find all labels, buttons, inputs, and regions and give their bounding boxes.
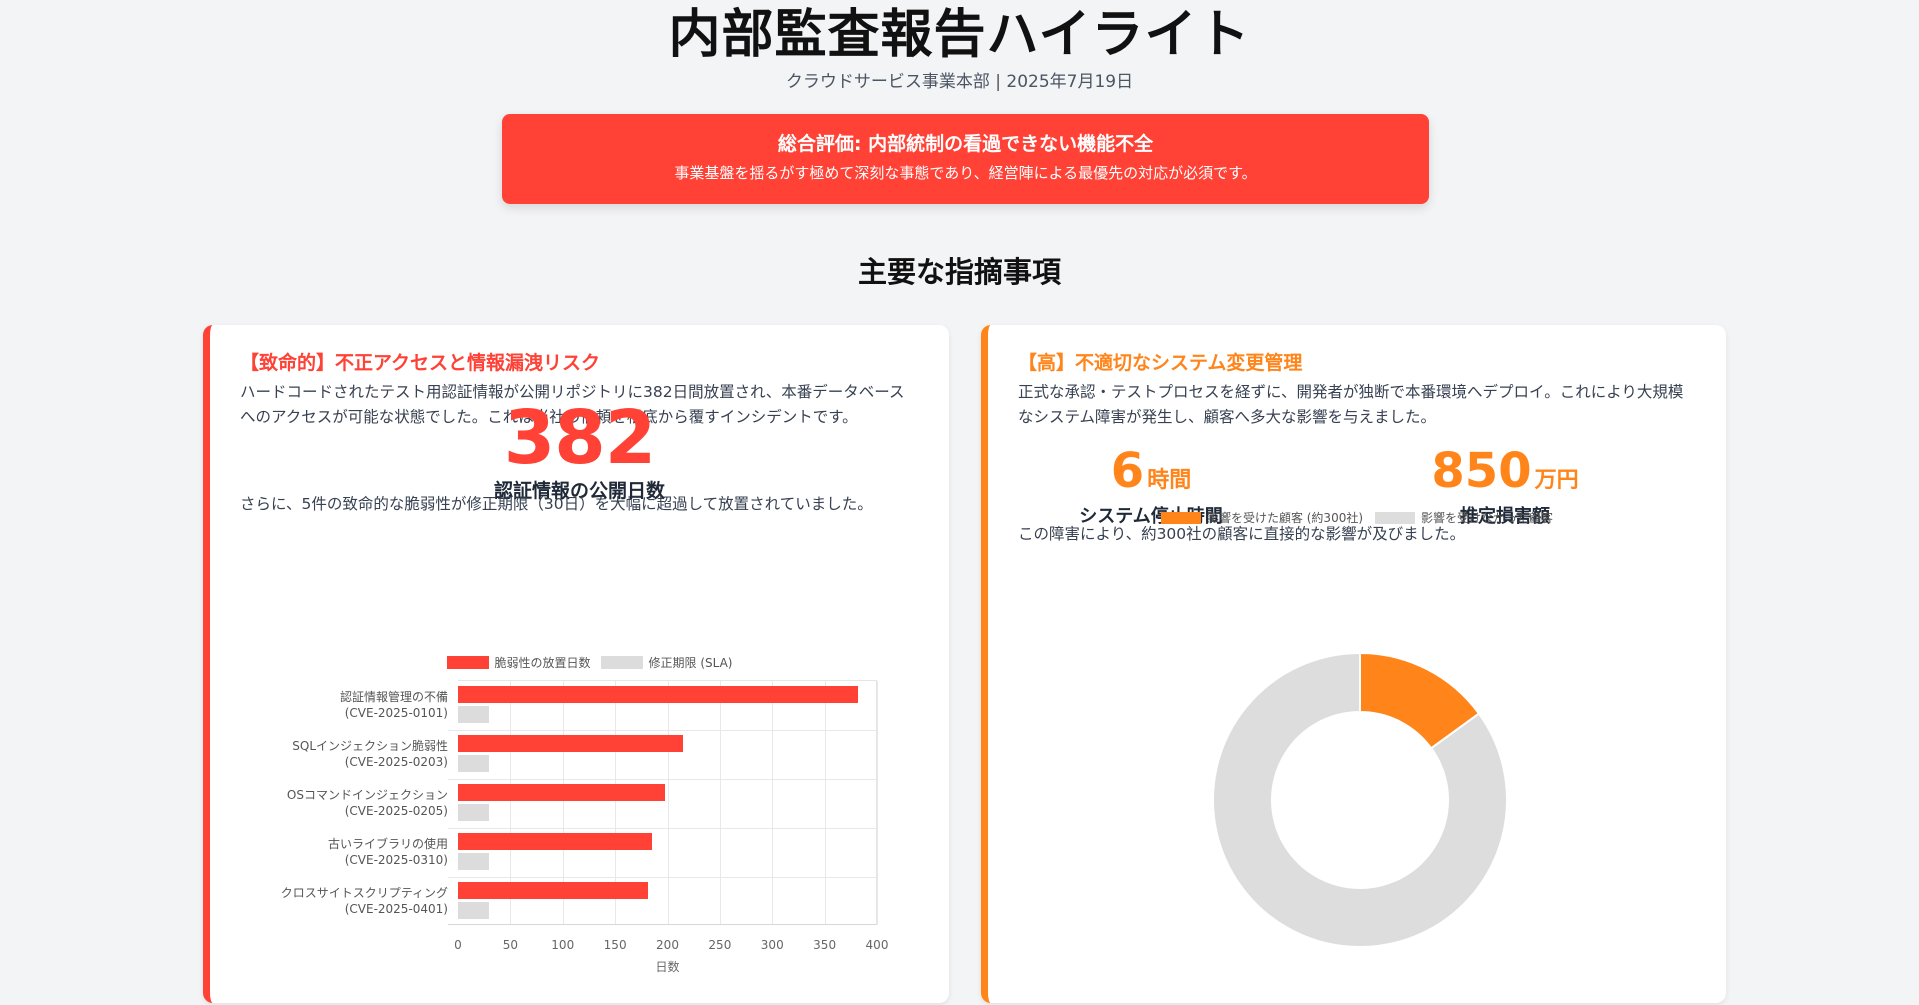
- gridline: [719, 681, 721, 925]
- legend-label: 修正期限 (SLA): [648, 656, 733, 670]
- y-category-label: 古いライブラリの使用 (CVE-2025-0310): [327, 837, 448, 867]
- section-title: 主要な指摘事項: [857, 255, 1061, 289]
- page-subtitle: クラウドサービス事業本部 | 2025年7月19日: [785, 72, 1134, 92]
- bar-sla[interactable]: [458, 804, 490, 821]
- finding-card-high: 【高】不適切なシステム変更管理 正式な承認・テストプロセスを経ずに、開発者が独断…: [981, 325, 1726, 1003]
- banner-title: 総合評価: 内部統制の看過できない機能不全: [777, 133, 1154, 155]
- legend-swatch-red: [446, 656, 489, 669]
- gridline: [824, 681, 826, 925]
- y-category-label: SQLインジェクション脆弱性 (CVE-2025-0203): [292, 739, 448, 769]
- gridline: [667, 681, 669, 925]
- bar-days-open[interactable]: [458, 735, 684, 752]
- exposure-days-stat: 382 認証情報の公開日数: [210, 398, 949, 504]
- customer-impact-donut-chart: [1210, 650, 1510, 950]
- x-tick-label: 150: [603, 938, 627, 952]
- x-tick-label: 50: [502, 938, 519, 952]
- bar-days-open[interactable]: [458, 882, 648, 899]
- gridline: [877, 681, 878, 925]
- x-axis-line: [448, 924, 876, 925]
- donut-chart-legend: 影響を受けた顧客 (約300社) 影響を受けなかった顧客: [988, 509, 1726, 526]
- legend-label: 影響を受けなかった顧客: [1421, 511, 1554, 525]
- finding-description: 正式な承認・テストプロセスを経ずに、開発者が独断で本番環境へデプロイ。これにより…: [1018, 383, 1684, 426]
- gridline: [772, 681, 774, 925]
- donut-segment-unaffected[interactable]: [1212, 651, 1508, 948]
- legend-label: 脆弱性の放置日数: [494, 656, 591, 670]
- page-title: 内部監査報告ハイライト: [668, 5, 1251, 65]
- finding-card-critical: 【致命的】不正アクセスと情報漏洩リスク ハードコードされたテスト用認証情報が公開…: [203, 325, 949, 1003]
- gridline: [615, 681, 617, 925]
- x-tick-label: 300: [760, 938, 784, 952]
- x-tick-label: 400: [865, 938, 889, 952]
- legend-label: 影響を受けた顧客 (約300社): [1206, 511, 1364, 525]
- gridline: [448, 828, 876, 829]
- bar-sla[interactable]: [458, 853, 490, 870]
- finding-note-impact: この障害により、約300社の顧客に直接的な影響が及びました。: [1018, 525, 1466, 543]
- metric-label: 推定損害額: [1460, 506, 1550, 527]
- metric-damage: 850 万円 推定損害額: [1355, 443, 1655, 530]
- x-tick-label: 0: [454, 938, 462, 952]
- legend-item-affected[interactable]: 影響を受けた顧客 (約300社): [1160, 509, 1364, 526]
- bar-chart-legend: 脆弱性の放置日数 修正期限 (SLA): [230, 654, 949, 671]
- legend-swatch-gray: [1375, 511, 1416, 524]
- y-category-label: クロスサイトスクリプティング (CVE-2025-0401): [280, 886, 448, 916]
- metric-unit: 万円: [1534, 468, 1579, 493]
- metric-value: 6: [1110, 443, 1145, 499]
- legend-item-days[interactable]: 脆弱性の放置日数: [446, 654, 591, 671]
- bar-sla[interactable]: [458, 902, 490, 919]
- bar-sla[interactable]: [458, 755, 490, 772]
- finding-note: さらに、5件の致命的な脆弱性が修正期限（30日）を大幅に超過して放置されていまし…: [240, 495, 873, 513]
- banner-text: 事業基盤を揺るがす極めて深刻な事態であり、経営陣による最優先の対応が必須です。: [674, 164, 1257, 182]
- stat-label: 認証情報の公開日数: [493, 480, 665, 502]
- bar-days-open[interactable]: [458, 833, 652, 850]
- finding-title: 【致命的】不正アクセスと情報漏洩リスク: [240, 352, 601, 374]
- bar-days-open[interactable]: [458, 686, 859, 703]
- finding-title: 【高】不適切なシステム変更管理: [1018, 352, 1303, 374]
- bar-chart-plot-area: [448, 680, 878, 925]
- finding-description: ハードコードされたテスト用認証情報が公開リポジトリに382日間放置され、本番デー…: [240, 383, 905, 426]
- bar-days-open[interactable]: [458, 784, 666, 801]
- y-category-label: OSコマンドインジェクション (CVE-2025-0205): [286, 788, 448, 818]
- x-tick-label: 200: [656, 938, 679, 952]
- x-axis-title: 日数: [655, 960, 680, 974]
- overall-assessment-banner: 総合評価: 内部統制の看過できない機能不全 事業基盤を揺るがす極めて深刻な事態で…: [502, 114, 1429, 204]
- gridline: [510, 681, 512, 925]
- gridline: [448, 730, 876, 731]
- x-tick-label: 350: [813, 938, 837, 952]
- x-tick-label: 250: [708, 938, 732, 952]
- bar-sla[interactable]: [458, 706, 490, 723]
- metric-value: 850: [1431, 443, 1532, 499]
- legend-item-sla[interactable]: 修正期限 (SLA): [600, 654, 733, 671]
- metric-unit: 時間: [1147, 468, 1192, 493]
- legend-swatch-orange: [1160, 511, 1201, 524]
- stat-value: 382: [503, 395, 656, 481]
- gridline: [562, 681, 564, 925]
- gridline: [448, 779, 876, 780]
- legend-swatch-gray: [600, 656, 643, 669]
- x-tick-label: 100: [551, 938, 575, 952]
- gridline: [448, 877, 876, 878]
- y-category-label: 認証情報管理の不備 (CVE-2025-0101): [339, 690, 448, 720]
- legend-item-unaffected[interactable]: 影響を受けなかった顧客: [1375, 509, 1553, 526]
